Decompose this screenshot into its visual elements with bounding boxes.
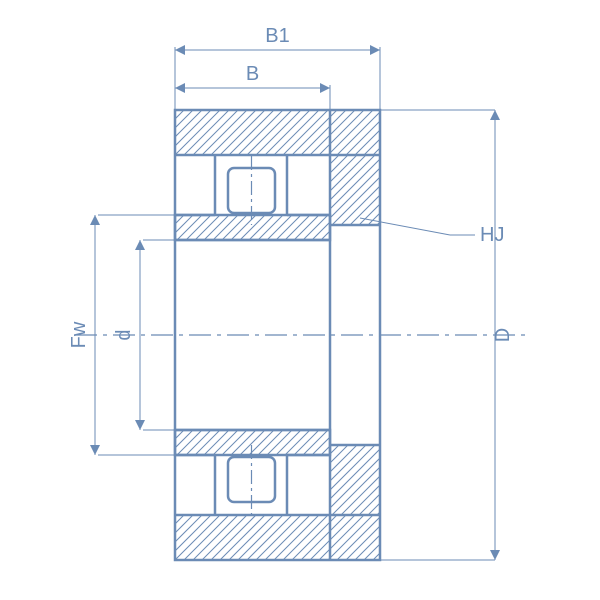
dim-label: B xyxy=(246,63,259,85)
dim-label: d xyxy=(113,329,135,340)
label-hj: HJ xyxy=(480,224,504,246)
dim-label: Fw xyxy=(68,321,90,348)
dim-label: B1 xyxy=(265,25,289,47)
dim-label-D: D xyxy=(492,328,514,342)
